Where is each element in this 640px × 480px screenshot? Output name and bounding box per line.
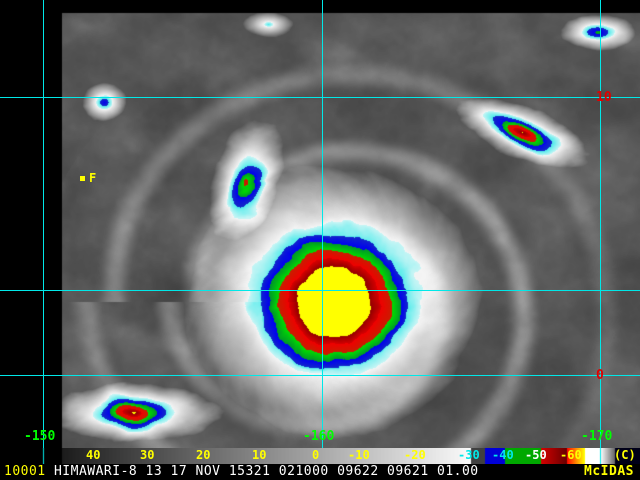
color-bar-tick-minus10: -10: [348, 448, 370, 462]
color-bar-tick-20: 20: [196, 448, 211, 462]
status-bar-text: 10001 HIMAWARI-8 13 17 NOV 15321 021000 …: [4, 465, 479, 479]
grid-parallel-1: [0, 290, 640, 291]
longitude-label-0: -150: [24, 429, 56, 444]
color-bar-tick-minus40: -40: [492, 448, 514, 462]
grid-parallel-2: [0, 375, 640, 376]
longitude-label-1: -160: [303, 429, 335, 444]
color-bar-tick-minus60: -60: [560, 448, 582, 462]
color-bar-gradient: [0, 448, 640, 464]
grid-meridian-0: [43, 0, 44, 448]
latitude-label-0: 10: [596, 90, 612, 105]
grid-meridian-2: [600, 0, 601, 448]
grid-meridian-1: [322, 0, 323, 448]
satellite-image[interactable]: [0, 0, 640, 448]
status-bar: 10001 HIMAWARI-8 13 17 NOV 15321 021000 …: [0, 464, 640, 480]
grid-parallel-0: [0, 97, 640, 98]
longitude-label-2: -170: [581, 429, 613, 444]
color-bar-tick-0: 0: [312, 448, 320, 462]
color-bar-tick-40: 40: [86, 448, 101, 462]
color-bar-tick-minus50: -50: [525, 448, 547, 462]
mcidas-brand-label: McIDAS: [584, 464, 634, 479]
color-bar-tick-10: 10: [252, 448, 267, 462]
color-bar-tick-minus20: -20: [404, 448, 426, 462]
color-bar: 40 30 20 10 0 -10 -20 -30 -40 -50 -60 (C): [0, 448, 640, 464]
color-bar-units-label: (C): [614, 448, 636, 462]
frame-number: 10001: [4, 464, 46, 479]
status-rest: HIMAWARI-8 13 17 NOV 15321 021000 09622 …: [45, 464, 479, 479]
color-bar-tick-minus30: -30: [458, 448, 480, 462]
satellite-image-panel[interactable]: -150 -160 -170 10 0 F: [0, 0, 640, 448]
latitude-label-1: 0: [596, 368, 604, 383]
color-bar-tick-30: 30: [140, 448, 155, 462]
marker-square-icon: [80, 176, 85, 181]
marker-label: F: [89, 171, 97, 185]
